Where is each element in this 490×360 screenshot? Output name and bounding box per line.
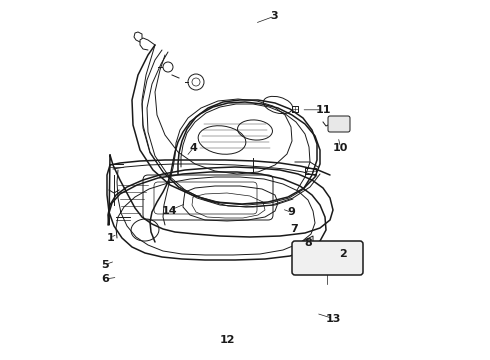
Text: 12: 12 (220, 335, 236, 345)
Text: 14: 14 (161, 206, 177, 216)
Text: 5: 5 (101, 260, 109, 270)
Text: 7: 7 (290, 224, 298, 234)
FancyBboxPatch shape (328, 116, 350, 132)
Text: 9: 9 (288, 207, 295, 217)
Text: 3: 3 (270, 11, 278, 21)
Text: 2: 2 (339, 249, 347, 259)
Text: 1: 1 (106, 233, 114, 243)
FancyBboxPatch shape (292, 241, 363, 275)
Text: 13: 13 (325, 314, 341, 324)
Text: 4: 4 (190, 143, 197, 153)
Text: 8: 8 (305, 238, 313, 248)
Text: 6: 6 (101, 274, 109, 284)
Text: 10: 10 (333, 143, 348, 153)
Text: 11: 11 (316, 105, 331, 115)
